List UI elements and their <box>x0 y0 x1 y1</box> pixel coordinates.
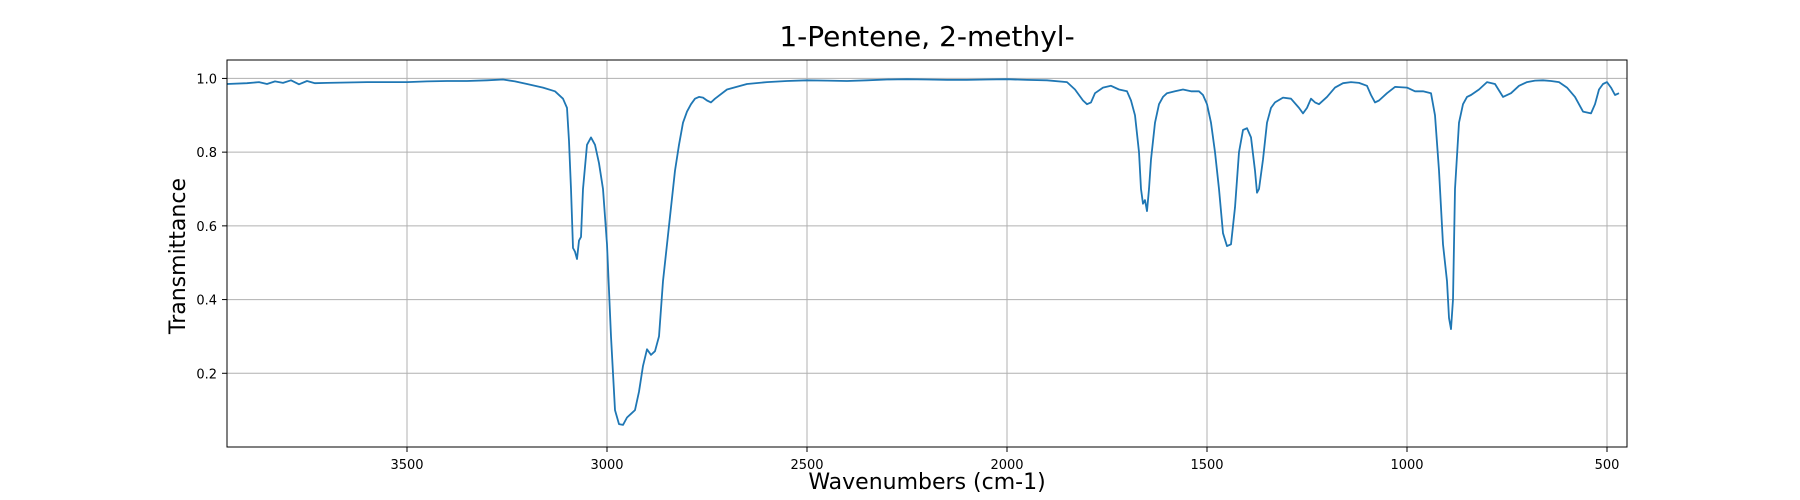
x-axis-title: Wavenumbers (cm-1) <box>808 470 1045 495</box>
series-layer <box>226 78 1620 426</box>
x-tick-label: 3500 <box>390 458 423 473</box>
x-tick-label: 2500 <box>790 458 823 473</box>
y-tick-label: 1.0 <box>196 72 217 87</box>
x-tick-label: 3000 <box>590 458 623 473</box>
x-tick-label: 1500 <box>1190 458 1223 473</box>
y-tick-label: 0.8 <box>196 146 217 161</box>
x-tick-label: 500 <box>1595 458 1620 473</box>
spectrum-line <box>226 78 1620 426</box>
x-tick-label: 2000 <box>990 458 1023 473</box>
y-tick-label: 0.6 <box>196 220 217 235</box>
y-axis-title: Transmittance <box>166 178 191 335</box>
chart-title: 1-Pentene, 2-methyl- <box>779 20 1074 53</box>
plot-frame <box>226 59 1628 448</box>
x-tick-label: 1000 <box>1390 458 1423 473</box>
tick-layer: 3500 3000 2500 2000 1500 1000 500 0.2 0.4 0.6 0.8 1… <box>196 72 1619 473</box>
y-tick-label: 0.4 <box>196 294 217 309</box>
y-tick-label: 0.2 <box>196 367 217 382</box>
grid-layer <box>227 60 1627 447</box>
